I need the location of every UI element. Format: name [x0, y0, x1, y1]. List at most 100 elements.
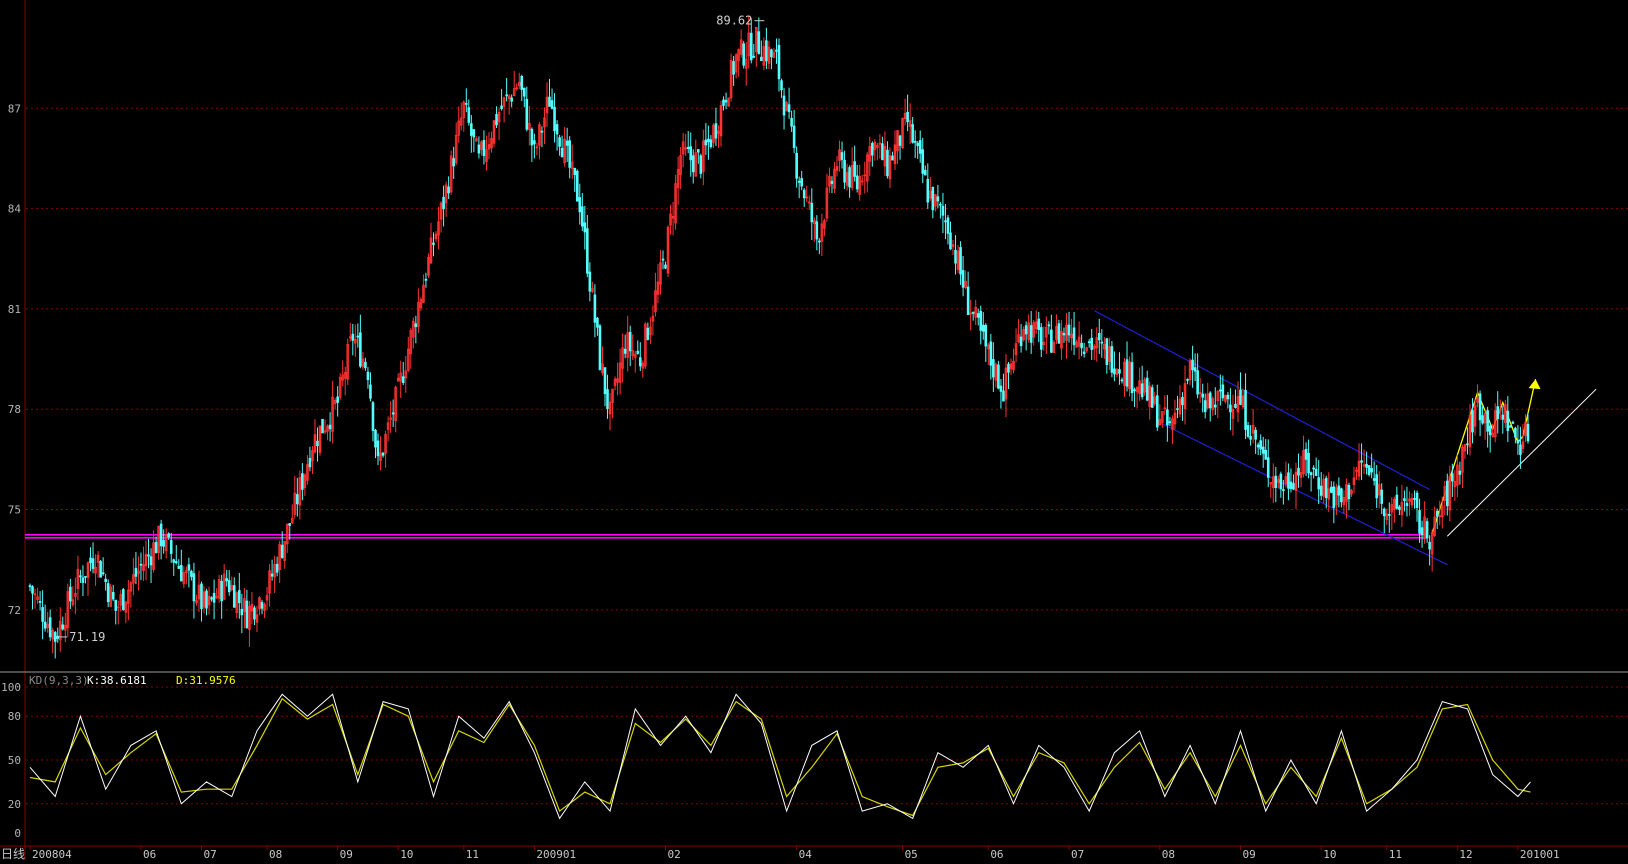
candle-body: [1009, 363, 1013, 370]
candle-body: [1115, 369, 1119, 375]
candle-body: [984, 324, 988, 347]
candle-body: [429, 237, 433, 264]
candle-body: [94, 566, 97, 574]
candle-body: [1524, 421, 1527, 436]
candle-body: [843, 159, 846, 183]
candle-body: [1060, 330, 1063, 349]
candle-body: [633, 353, 637, 358]
candle-body: [737, 49, 740, 61]
candle-body: [1443, 486, 1447, 501]
trend-line: [1446, 388, 1597, 537]
candle-body: [1070, 333, 1073, 339]
candle-body: [449, 155, 453, 193]
kd-d-value: D:31.9576: [176, 674, 236, 687]
candle-body: [598, 325, 602, 370]
x-tick-label: 200804: [32, 848, 72, 860]
candle-body: [638, 357, 642, 367]
candle-body: [873, 141, 877, 150]
candle-body: [1322, 479, 1326, 497]
candle-body: [137, 570, 140, 575]
candle-body: [671, 215, 675, 219]
candle-body: [1221, 384, 1225, 399]
candle-body: [119, 594, 123, 606]
candle-body: [51, 630, 54, 640]
price-y-tick: 87: [8, 102, 21, 115]
candle-body: [197, 584, 201, 600]
candle-body: [946, 217, 950, 234]
candle-body: [1277, 479, 1280, 483]
candle-body: [1347, 484, 1351, 500]
candle-body: [616, 378, 619, 383]
candle-body: [1203, 400, 1207, 413]
candle-body: [238, 590, 241, 604]
candle-body: [48, 617, 52, 638]
candle-body: [545, 96, 549, 114]
candle-body: [575, 170, 579, 202]
candle-body: [86, 562, 90, 578]
candle-body: [414, 323, 418, 328]
channel-upper: [1093, 310, 1430, 491]
candle-body: [1077, 336, 1081, 347]
candle-body: [311, 450, 314, 462]
candle-body: [1299, 472, 1303, 478]
candle-body: [101, 572, 105, 575]
candle-body: [313, 434, 317, 453]
candle-body: [1428, 541, 1431, 550]
candle-body: [447, 186, 450, 194]
candle-body: [147, 554, 150, 557]
candle-body: [154, 542, 158, 554]
candle-body: [58, 620, 62, 641]
candle-body: [853, 161, 856, 177]
candle-body: [1269, 482, 1273, 485]
candle-body: [316, 440, 319, 447]
candle-body: [931, 186, 935, 211]
candle-body: [775, 49, 778, 52]
candle-body: [780, 80, 783, 91]
candle-body: [724, 100, 728, 103]
candle-body: [772, 52, 776, 59]
candle-body: [1216, 390, 1220, 401]
candle-body: [427, 256, 430, 276]
candle-body: [1176, 408, 1179, 411]
candle-body: [220, 580, 223, 602]
candle-body: [926, 178, 930, 203]
candle-body: [1398, 506, 1401, 510]
candle-body: [944, 220, 947, 223]
candle-body: [1360, 460, 1363, 463]
candle-body: [1352, 477, 1356, 486]
candle-body: [1037, 318, 1041, 331]
candle-body: [1362, 464, 1366, 467]
candle-body: [807, 201, 811, 204]
candle-body: [260, 602, 264, 609]
candle-body: [1264, 449, 1268, 460]
candle-body: [727, 97, 730, 107]
candle-body: [964, 280, 967, 288]
candle-body: [800, 178, 803, 187]
candle-body: [1408, 498, 1411, 502]
candle-body: [588, 271, 592, 292]
candle-body: [742, 43, 745, 66]
candle-body: [1367, 465, 1371, 475]
candle-body: [971, 311, 975, 314]
candle-body: [956, 250, 960, 270]
candle-body: [507, 95, 511, 100]
candle-body: [1342, 497, 1346, 505]
candle-body: [1297, 467, 1300, 476]
candle-body: [205, 590, 208, 609]
candle-body: [134, 567, 138, 577]
candle-body: [1120, 379, 1124, 382]
candle-body: [858, 176, 862, 195]
candle-body: [1148, 385, 1152, 408]
candle-body: [714, 123, 718, 139]
candle-body: [603, 367, 607, 395]
candle-body: [659, 262, 662, 285]
candle-body: [923, 169, 927, 176]
candle-body: [462, 101, 466, 118]
candle-body: [290, 517, 294, 524]
candle-body: [681, 141, 685, 155]
candle-body: [1302, 450, 1305, 475]
candle-body: [207, 595, 211, 606]
price-annotations: 89.62 71.19: [57, 14, 765, 644]
candle-body: [661, 258, 665, 261]
x-tick-label: 11: [1389, 848, 1402, 860]
